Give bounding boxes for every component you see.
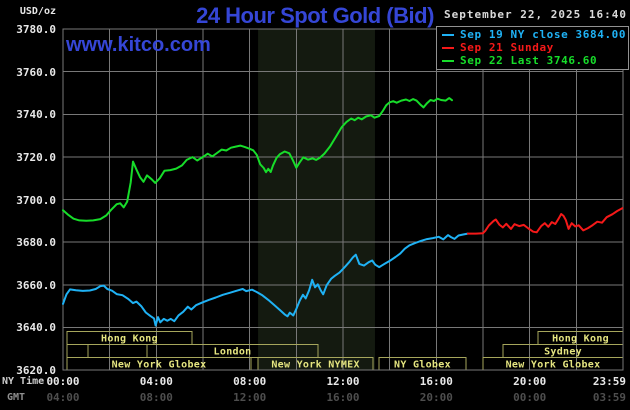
- y-axis-tick-label: 3700.0: [16, 193, 56, 207]
- y-axis-tick-label: 3780.0: [16, 23, 56, 36]
- y-axis-tick-label: 3640.0: [16, 321, 56, 335]
- legend-item-sep19: Sep 19 NY close 3684.00: [437, 28, 628, 41]
- session-label-hong-kong: Hong Kong: [101, 334, 158, 345]
- series-lines: [62, 97, 624, 327]
- gridlines: [62, 28, 624, 371]
- session-box-unlabeled: [87, 344, 148, 358]
- chart-title: 24 Hour Spot Gold (Bid): [196, 3, 434, 28]
- session-label-new-york-globex: New York Globex: [506, 360, 601, 371]
- x-axis-tick-ny: 12:00: [326, 375, 360, 388]
- legend-item-label: Sep 21 Sunday: [460, 41, 554, 54]
- session-box-unlabeled: [66, 344, 89, 358]
- series-line-sep-22-last: [62, 97, 453, 222]
- x-axis-tick-gmt: 03:59: [592, 391, 626, 404]
- x-axis-tick-ny: 08:00: [233, 375, 267, 388]
- x-axis-tick-gmt: 12:00: [233, 391, 267, 404]
- x-axis-tick-gmt: 16:00: [326, 391, 360, 404]
- x-axis-tick-ny: 00:00: [46, 375, 80, 388]
- session-label-london: London: [214, 347, 252, 358]
- series-line-sep-21-sunday: [466, 207, 624, 235]
- y-axis-tick-label: 3760.0: [16, 65, 56, 79]
- x-axis-tick-gmt: 04:00: [46, 391, 80, 404]
- x-axis-tick-gmt: 08:00: [139, 391, 173, 404]
- legend-dash-icon: [442, 59, 454, 62]
- x-axis-tick-gmt: 00:00: [513, 391, 547, 404]
- y-axis-tick-label: 3740.0: [16, 108, 56, 122]
- legend-dash-icon: [442, 46, 454, 49]
- session-label-hong-kong: Hong Kong: [552, 334, 609, 345]
- legend-item-label: Sep 22 Last 3746.60: [460, 54, 598, 67]
- plot-border: [62, 28, 624, 371]
- session-label-new-york-globex: New York Globex: [112, 360, 207, 371]
- x-axis-tick-gmt: 20:00: [419, 391, 453, 404]
- x-axis-tick-ny: 04:00: [139, 375, 173, 388]
- legend-dash-icon: [442, 33, 454, 36]
- session-label-new-york-nymex: New York NYMEX: [271, 360, 360, 371]
- legend-item-sep22: Sep 22 Last 3746.60: [437, 54, 628, 67]
- series-line-sep-19-ny-close: [62, 232, 469, 327]
- y-axis-tick-label: 3720.0: [16, 150, 56, 164]
- y-axis-unit-label: USD/oz: [19, 6, 56, 17]
- kitco-watermark-link[interactable]: www.kitco.com: [66, 34, 211, 56]
- session-label-sydney: Sydney: [544, 347, 582, 358]
- session-label-ny-globex: NY Globex: [394, 360, 451, 371]
- y-axis-tick-label: 3620.0: [16, 364, 56, 377]
- y-axis-tick-label: 3680.0: [16, 236, 56, 250]
- y-axis-tick-label: 3660.0: [16, 278, 56, 292]
- legend-item-label: Sep 19 NY close 3684.00: [460, 28, 627, 41]
- ny-time-axis-label: NY Time: [2, 376, 45, 387]
- x-axis-tick-ny: 23:59: [592, 375, 626, 388]
- x-axis-tick-ny: 20:00: [513, 375, 547, 388]
- x-axis-tick-ny: 16:00: [419, 375, 453, 388]
- gmt-axis-label: GMT: [7, 392, 26, 403]
- chart-datetime: September 22, 2025 16:40: [444, 8, 627, 21]
- legend-box: Sep 19 NY close 3684.00 Sep 21 Sunday Sep …: [436, 26, 629, 70]
- legend-item-sep21: Sep 21 Sunday: [437, 41, 628, 54]
